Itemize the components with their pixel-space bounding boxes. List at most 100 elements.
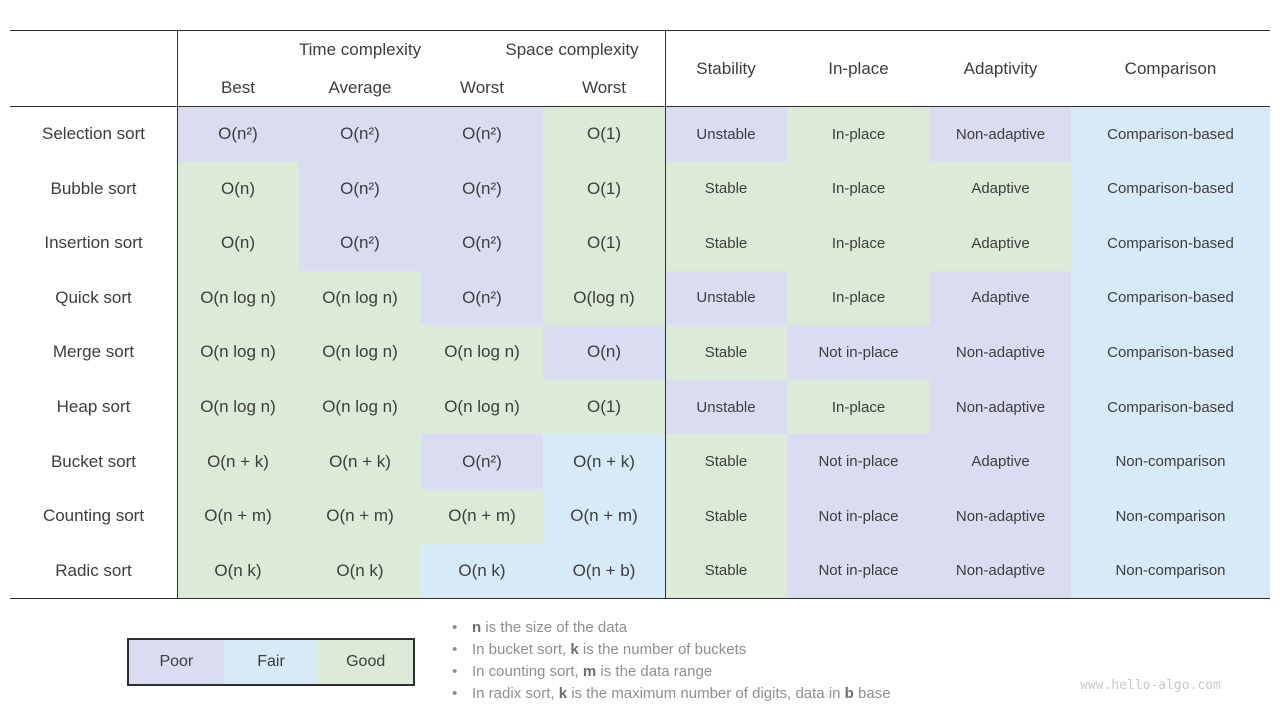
row-label: Bubble sort — [50, 178, 137, 198]
table-cell: Comparison-based — [1071, 216, 1270, 271]
row-label: Counting sort — [42, 506, 145, 526]
row-label: Quick sort — [55, 287, 132, 307]
time-complexity-group-header: Time complexity — [298, 40, 422, 59]
column-header-best: Best — [220, 77, 256, 97]
table-cell: O(n log n) — [177, 379, 299, 435]
table-cell: Comparison-based — [1071, 107, 1270, 162]
color-legend: Poor Fair Good — [127, 638, 415, 686]
table-cell: O(n²) — [421, 107, 543, 162]
table-cell: Non-adaptive — [930, 543, 1071, 598]
table-cell: O(1) — [543, 107, 665, 162]
table-cell: O(1) — [543, 216, 665, 271]
table-cell: O(log n) — [543, 270, 665, 326]
bullet-icon: • — [452, 641, 458, 658]
table-cell: Non-adaptive — [930, 488, 1071, 544]
table-row: Quick sort O(n log n) O(n log n) O(n²) O(log… — [10, 270, 1270, 326]
table-cell: O(1) — [543, 379, 665, 435]
column-header-average: Average — [328, 77, 392, 97]
bullet-icon: • — [452, 619, 458, 636]
table-cell: Adaptive — [930, 216, 1071, 271]
table-cell: Stable — [665, 543, 787, 598]
table-cell: O(n + k) — [299, 434, 421, 489]
table-cell: O(n + m) — [299, 488, 421, 544]
table-row: Insertion sort O(n) O(n²) O(n²) O(1) Stable In… — [10, 216, 1270, 271]
table-cell: Stable — [665, 161, 787, 217]
table-header: Time complexity Space complexity Best Av… — [10, 31, 1270, 107]
table-cell: Comparison-based — [1071, 379, 1270, 435]
note-line: • In radix sort, k is the maximum number … — [452, 683, 891, 705]
note-text: In bucket sort, k is the number of bucke… — [472, 641, 747, 658]
table-cell: O(n²) — [421, 216, 543, 271]
table-cell: In-place — [787, 270, 930, 326]
table-cell: Stable — [665, 216, 787, 271]
bullet-icon: • — [452, 663, 458, 680]
note-line: • n is the size of the data — [452, 617, 891, 639]
note-line: • In counting sort, m is the data range — [452, 661, 891, 683]
table-cell: O(n²) — [421, 161, 543, 217]
table-cell: O(n log n) — [299, 270, 421, 326]
table-cell: Non-adaptive — [930, 107, 1071, 162]
table-cell: Non-comparison — [1071, 488, 1270, 544]
table-cell: Non-adaptive — [930, 325, 1071, 380]
legend-item-fair: Fair — [223, 640, 319, 684]
watermark: www.hello-algo.com — [1080, 678, 1221, 693]
table-row: Bubble sort O(n) O(n²) O(n²) O(1) Stable In-pl… — [10, 161, 1270, 217]
vertical-divider-complexity — [665, 31, 666, 598]
table-cell: Not in-place — [787, 488, 930, 544]
column-header-adaptivity: Adaptivity — [963, 58, 1038, 78]
row-label: Bucket sort — [50, 451, 137, 471]
note-line: • In bucket sort, k is the number of buck… — [452, 639, 891, 661]
table-cell: O(n²) — [177, 107, 299, 162]
table-row: Merge sort O(n log n) O(n log n) O(n log n)… — [10, 325, 1270, 380]
note-text: In radix sort, k is the maximum number o… — [472, 685, 891, 702]
table-cell: O(n k) — [421, 543, 543, 598]
table-cell: O(n²) — [299, 161, 421, 217]
sorting-comparison-table: Time complexity Space complexity Best Av… — [10, 30, 1270, 599]
table-row: Counting sort O(n + m) O(n + m) O(n + m) O(n… — [10, 488, 1270, 544]
space-complexity-group-header: Space complexity — [505, 40, 639, 59]
table-cell: O(n log n) — [177, 325, 299, 380]
table-cell: Comparison-based — [1071, 270, 1270, 326]
table-cell: O(n k) — [299, 543, 421, 598]
table-cell: Unstable — [665, 379, 787, 435]
table-cell: O(n) — [543, 325, 665, 380]
bullet-icon: • — [452, 685, 458, 702]
table-cell: Stable — [665, 488, 787, 544]
table-body: Selection sort O(n²) O(n²) O(n²) O(1) Unstabl… — [10, 107, 1270, 598]
table-cell: In-place — [787, 216, 930, 271]
column-header-stability: Stability — [696, 58, 756, 78]
table-cell: Not in-place — [787, 325, 930, 380]
table-cell: O(n log n) — [421, 379, 543, 435]
table-cell: O(n²) — [299, 107, 421, 162]
table-cell: O(n + m) — [177, 488, 299, 544]
table-cell: O(n) — [177, 216, 299, 271]
column-header-worst-time: Worst — [459, 77, 505, 97]
table-cell: In-place — [787, 107, 930, 162]
legend-item-good: Good — [318, 640, 414, 684]
table-cell: In-place — [787, 161, 930, 217]
table-row: Heap sort O(n log n) O(n log n) O(n log n) O… — [10, 379, 1270, 435]
row-label: Merge sort — [52, 342, 135, 362]
table-row: Bucket sort O(n + k) O(n + k) O(n²) O(n + k)… — [10, 434, 1270, 489]
table-cell: O(n log n) — [299, 379, 421, 435]
table-cell: O(n log n) — [177, 270, 299, 326]
table-cell: Stable — [665, 325, 787, 380]
table-cell: Comparison-based — [1071, 161, 1270, 217]
column-header-comparison: Comparison — [1124, 58, 1217, 78]
table-cell: O(n log n) — [299, 325, 421, 380]
note-text: n is the size of the data — [472, 619, 628, 636]
column-header-in-place: In-place — [828, 58, 889, 78]
table-row: Radic sort O(n k) O(n k) O(n k) O(n + b) Stab… — [10, 543, 1270, 598]
row-label: Insertion sort — [44, 233, 143, 253]
table-row: Selection sort O(n²) O(n²) O(n²) O(1) Unstabl… — [10, 107, 1270, 162]
table-cell: O(n²) — [421, 270, 543, 326]
table-cell: In-place — [787, 379, 930, 435]
table-cell: Adaptive — [930, 161, 1071, 217]
table-cell: Adaptive — [930, 434, 1071, 489]
row-label: Heap sort — [56, 397, 131, 416]
table-cell: Unstable — [665, 270, 787, 326]
row-label: Selection sort — [42, 124, 145, 144]
table-cell: O(n) — [177, 161, 299, 217]
vertical-divider-labels — [177, 31, 178, 598]
